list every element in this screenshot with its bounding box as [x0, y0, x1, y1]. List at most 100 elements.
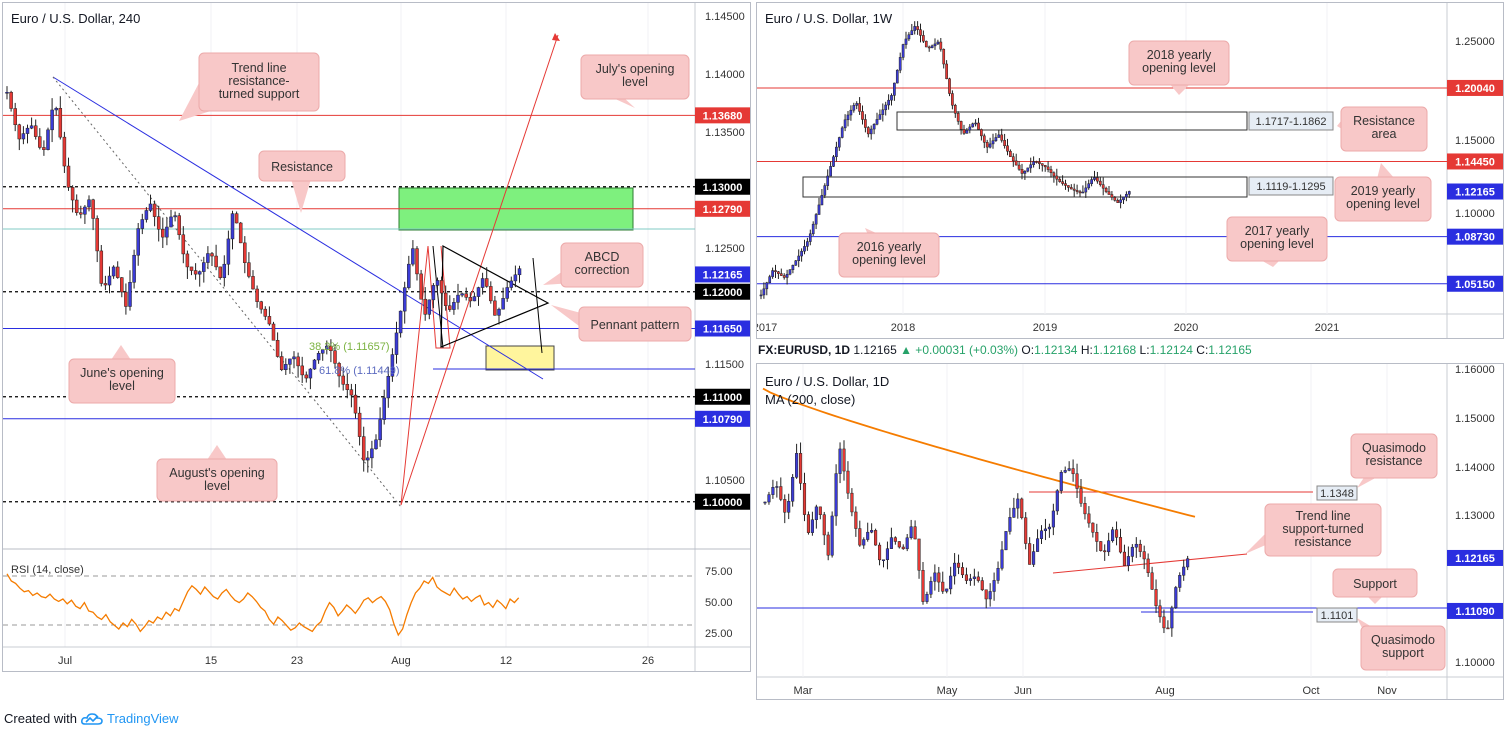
- candle-body: [38, 136, 42, 148]
- candle-body: [1072, 188, 1076, 191]
- candle-body: [144, 210, 149, 220]
- candle-body: [353, 394, 358, 414]
- daily-chart-svg[interactable]: 1.1348 1.1101 Quasimodo resistance Trend …: [757, 364, 1503, 699]
- candle-body: [464, 293, 468, 298]
- candle-body: [292, 356, 296, 360]
- candle-body: [842, 448, 846, 472]
- support-zone-box: [802, 176, 1248, 198]
- candle-body: [251, 276, 255, 290]
- weekly-title: Euro / U.S. Dollar, 1W: [765, 11, 893, 26]
- price-label-text: 1.05150: [1455, 279, 1495, 291]
- candle-body: [875, 119, 879, 125]
- candle-body: [822, 514, 826, 536]
- candle-body: [1087, 183, 1091, 189]
- callout-abcd: ABCD correction: [543, 242, 644, 288]
- candle-body: [907, 34, 911, 40]
- callout-july-open-text: July's opening level: [596, 62, 675, 89]
- h4-grid: [64, 3, 649, 647]
- abcd-lines-red: [400, 245, 451, 506]
- weekly-xtick: 2019: [1033, 322, 1057, 334]
- daily-xtick: Aug: [1155, 685, 1175, 697]
- candle-body: [945, 588, 949, 592]
- candle-body: [1047, 526, 1051, 530]
- zone-label-lower: 1.1119-1.1295: [1248, 176, 1334, 196]
- tradingview-cloud-icon: [80, 712, 103, 725]
- candle-body: [1075, 473, 1079, 489]
- candle-body: [370, 448, 374, 459]
- candle-body: [25, 127, 30, 134]
- h4-chart-panel[interactable]: 38.2% (1.11657) 61.8% (1.11449) Trend li…: [2, 2, 751, 672]
- tradingview-brand[interactable]: TradingView: [106, 711, 179, 726]
- price-label-box: [695, 388, 750, 405]
- candle-body: [852, 105, 856, 111]
- callout-2019-text: 2019 yearly opening level: [1346, 184, 1420, 211]
- candle-body: [953, 104, 957, 114]
- price-change: ▲ +0.00031 (+0.03%): [900, 343, 1019, 357]
- candle-body: [980, 129, 983, 137]
- candle-body: [1138, 543, 1142, 552]
- daily-chart-panel[interactable]: 1.1348 1.1101 Quasimodo resistance Trend …: [756, 363, 1504, 700]
- candle-body: [779, 486, 783, 500]
- candle-body: [148, 203, 153, 211]
- callout-resistance-text: Resistance: [271, 160, 333, 174]
- candle-body: [1055, 490, 1059, 512]
- candle-body: [222, 263, 227, 278]
- candle-body: [874, 530, 878, 546]
- h4-chart-svg[interactable]: 38.2% (1.11657) 61.8% (1.11449) Trend li…: [3, 3, 750, 671]
- candle-body: [960, 567, 965, 576]
- callout-trend-line-text: Trend line resistance-turned support: [219, 61, 300, 101]
- candle-body: [1113, 197, 1117, 201]
- candle-body: [1127, 191, 1131, 195]
- candle-body: [890, 95, 893, 101]
- candle-body: [1012, 507, 1016, 518]
- candle-body: [964, 574, 968, 581]
- candle-body: [898, 57, 902, 71]
- candle-body: [83, 206, 87, 215]
- candle-body: [1096, 177, 1099, 182]
- candle-body: [1083, 503, 1087, 515]
- svg-text:1.1348: 1.1348: [1320, 488, 1354, 500]
- candle-body: [763, 501, 767, 504]
- candle-body: [1122, 196, 1125, 201]
- price-label-box: [1447, 183, 1503, 200]
- candle-body: [905, 537, 909, 550]
- candle-body: [991, 140, 995, 145]
- candle-body: [1107, 540, 1111, 553]
- weekly-xtick: 2021: [1315, 322, 1339, 334]
- candle-body: [308, 368, 313, 379]
- candle-body: [774, 270, 777, 272]
- price-label-text: 1.12790: [703, 204, 743, 216]
- candle-body: [850, 492, 854, 513]
- callout-july-open: July's opening level: [580, 54, 690, 108]
- candle-body: [1059, 472, 1063, 491]
- candle-body: [460, 293, 464, 296]
- candle-body: [1087, 513, 1091, 524]
- price-label-text: 1.10000: [703, 497, 743, 509]
- callout-support: Support: [1332, 568, 1418, 604]
- h4-xtick: Aug: [391, 655, 411, 667]
- candle-body: [1014, 160, 1018, 166]
- candle-body: [361, 436, 366, 461]
- candle-body: [341, 375, 345, 385]
- candle-body: [823, 185, 827, 196]
- candle-body: [829, 166, 832, 177]
- candle-body: [74, 199, 79, 213]
- h4-ytick: 1.11500: [705, 359, 744, 371]
- pennant-projection-line: [400, 34, 559, 506]
- candle-body: [1122, 551, 1126, 566]
- candle-body: [382, 397, 386, 420]
- candle-body: [1038, 161, 1041, 164]
- price-label-text: 1.12165: [703, 269, 743, 281]
- candle-body: [826, 175, 830, 186]
- candle-body: [115, 266, 120, 278]
- candle-body: [1061, 181, 1064, 184]
- candle-body: [79, 212, 83, 215]
- candle-body: [1081, 191, 1085, 194]
- price-label-box: [695, 178, 750, 195]
- candle-body: [193, 270, 198, 275]
- callout-2017-text: 2017 yearly opening level: [1240, 224, 1314, 251]
- candle-body: [1063, 470, 1067, 473]
- weekly-chart-panel[interactable]: 1.1717-1.1862 1.1119-1.1295 2018 yearly o…: [753, 2, 1504, 339]
- weekly-chart-svg[interactable]: 1.1717-1.1862 1.1119-1.1295 2018 yearly o…: [753, 3, 1503, 338]
- candle-body: [913, 26, 917, 31]
